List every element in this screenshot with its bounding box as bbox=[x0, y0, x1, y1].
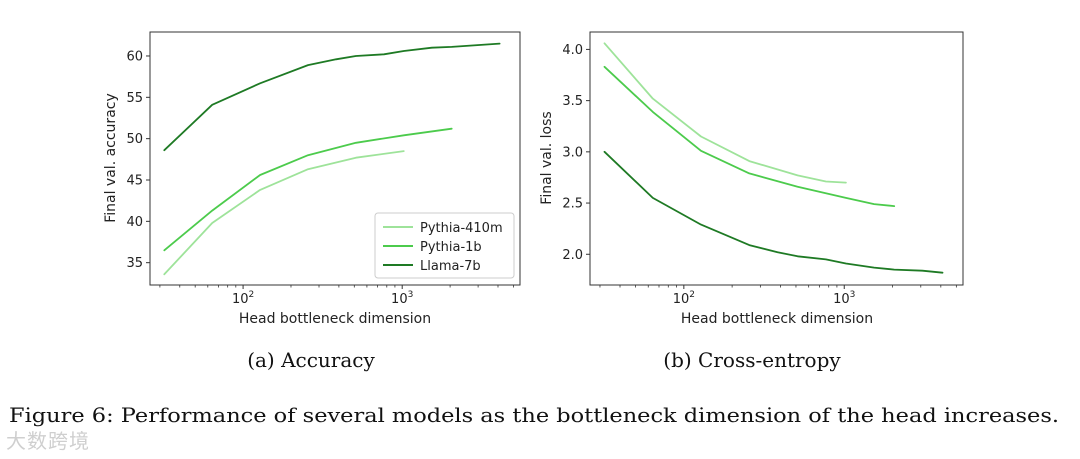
legend-label-llama-7b: Llama-7b bbox=[420, 259, 481, 274]
loss-ytick-label: 3.5 bbox=[562, 94, 583, 109]
accuracy-xtick-label: 103 bbox=[391, 290, 413, 307]
loss-series-pythia-1b bbox=[603, 65, 896, 208]
loss-lines bbox=[603, 42, 944, 274]
accuracy-lines bbox=[163, 42, 501, 276]
accuracy-xlabel: Head bottleneck dimension bbox=[239, 311, 431, 327]
accuracy-ylabel: Final val. accuracy bbox=[103, 93, 119, 223]
loss-ylabel: Final val. loss bbox=[539, 111, 555, 204]
accuracy-ticks: 35 40 45 50 55 60 102 103 bbox=[126, 49, 514, 307]
accuracy-ytick-label: 45 bbox=[126, 173, 143, 188]
accuracy-chart: 35 40 45 50 55 60 102 103 Head bottleneck dimen… bbox=[103, 31, 521, 372]
accuracy-ytick-label: 60 bbox=[126, 49, 143, 64]
legend-label-pythia-1b: Pythia-1b bbox=[420, 240, 482, 255]
accuracy-series-pythia-410m bbox=[163, 150, 405, 276]
loss-subtitle: (b) Cross-entropy bbox=[663, 348, 841, 372]
figure-caption: Figure 6: Performance of several models … bbox=[9, 403, 1059, 427]
loss-xtick-label: 102 bbox=[673, 290, 695, 307]
loss-xlabel: Head bottleneck dimension bbox=[681, 311, 873, 327]
accuracy-subtitle: (a) Accuracy bbox=[247, 348, 375, 372]
loss-ytick-label: 2.5 bbox=[562, 197, 583, 212]
accuracy-series-pythia-1b bbox=[163, 127, 453, 252]
loss-ytick-label: 3.0 bbox=[562, 145, 583, 160]
watermark: 大数跨境 bbox=[6, 429, 90, 453]
loss-ticks: 2.0 2.5 3.0 3.5 4.0 102 103 bbox=[562, 43, 957, 307]
legend-label-pythia-410m: Pythia-410m bbox=[420, 221, 503, 236]
legend: Pythia-410m Pythia-1b Llama-7b bbox=[374, 212, 515, 279]
accuracy-xtick-label: 102 bbox=[232, 290, 254, 307]
accuracy-plot-frame bbox=[149, 31, 521, 286]
accuracy-ytick-label: 50 bbox=[126, 132, 143, 147]
accuracy-series-llama-7b bbox=[163, 42, 501, 152]
accuracy-ytick-label: 40 bbox=[126, 215, 143, 230]
legend-box bbox=[374, 212, 515, 279]
loss-xtick-label: 103 bbox=[833, 290, 855, 307]
loss-ytick-label: 2.0 bbox=[562, 248, 583, 263]
loss-series-pythia-410m bbox=[603, 42, 847, 184]
accuracy-ytick-label: 35 bbox=[126, 256, 143, 271]
loss-chart: 2.0 2.5 3.0 3.5 4.0 102 103 Head bottleneck di… bbox=[539, 31, 964, 372]
loss-ytick-label: 4.0 bbox=[562, 43, 583, 58]
loss-plot-frame bbox=[589, 31, 964, 286]
accuracy-ytick-label: 55 bbox=[126, 91, 143, 106]
loss-series-llama-7b bbox=[603, 150, 944, 274]
